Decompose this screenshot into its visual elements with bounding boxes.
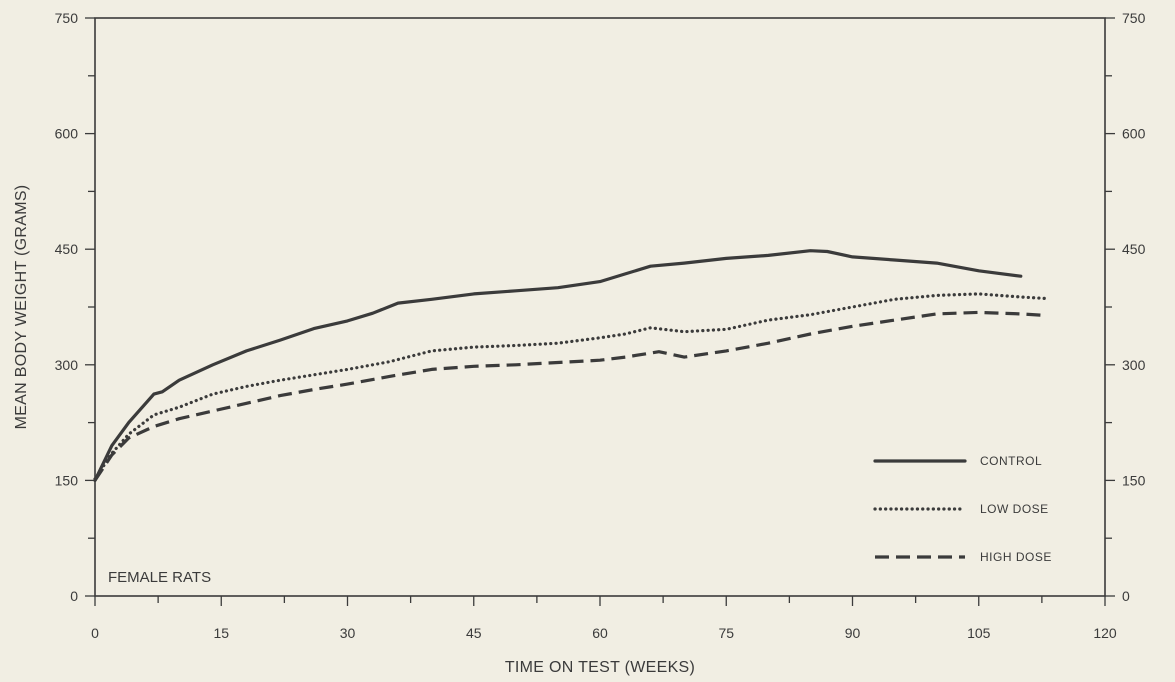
series-line-high-dose	[93, 310, 1047, 482]
x-tick-label: 0	[91, 625, 99, 641]
x-tick-label: 90	[845, 625, 861, 641]
axis-ticks	[85, 17, 1115, 606]
y-tick-label-right: 450	[1122, 241, 1146, 257]
legend-label-low-dose: LOW DOSE	[980, 502, 1049, 516]
y-tick-label-right: 150	[1122, 472, 1146, 488]
axis-tick-labels: 0 0 150 150 300 300 450 450 600 600 750 750 0 15 30 45 6…	[55, 10, 1146, 641]
y-axis-title: MEAN BODY WEIGHT (GRAMS)	[13, 185, 30, 430]
y-tick-label-right: 600	[1122, 126, 1146, 142]
legend-label-control: CONTROL	[980, 454, 1042, 468]
y-tick-label-left: 150	[55, 472, 79, 488]
y-tick-label-left: 450	[55, 241, 79, 257]
x-tick-label: 105	[967, 625, 991, 641]
x-tick-label: 60	[592, 625, 608, 641]
y-tick-label-right: 750	[1122, 10, 1146, 26]
x-tick-label: 15	[213, 625, 229, 641]
x-axis-title: TIME ON TEST (WEEKS)	[505, 659, 695, 676]
series-line-low-dose	[93, 292, 1048, 481]
y-tick-label-left: 750	[55, 10, 79, 26]
panel-annotation: FEMALE RATS	[108, 569, 211, 586]
x-tick-label: 120	[1093, 625, 1117, 641]
x-tick-label: 45	[466, 625, 482, 641]
series-line-control	[93, 249, 1023, 482]
y-tick-label-left: 0	[70, 588, 78, 604]
legend: CONTROL LOW DOSE HIGH DOSE	[873, 454, 1052, 564]
series-lines	[93, 249, 1048, 482]
y-tick-label-right: 0	[1122, 588, 1130, 604]
legend-label-high-dose: HIGH DOSE	[980, 550, 1052, 564]
x-tick-label: 30	[340, 625, 356, 641]
x-tick-label: 75	[718, 625, 734, 641]
y-tick-label-left: 300	[55, 357, 79, 373]
y-tick-label-right: 300	[1122, 357, 1146, 373]
y-tick-label-left: 600	[55, 126, 79, 142]
